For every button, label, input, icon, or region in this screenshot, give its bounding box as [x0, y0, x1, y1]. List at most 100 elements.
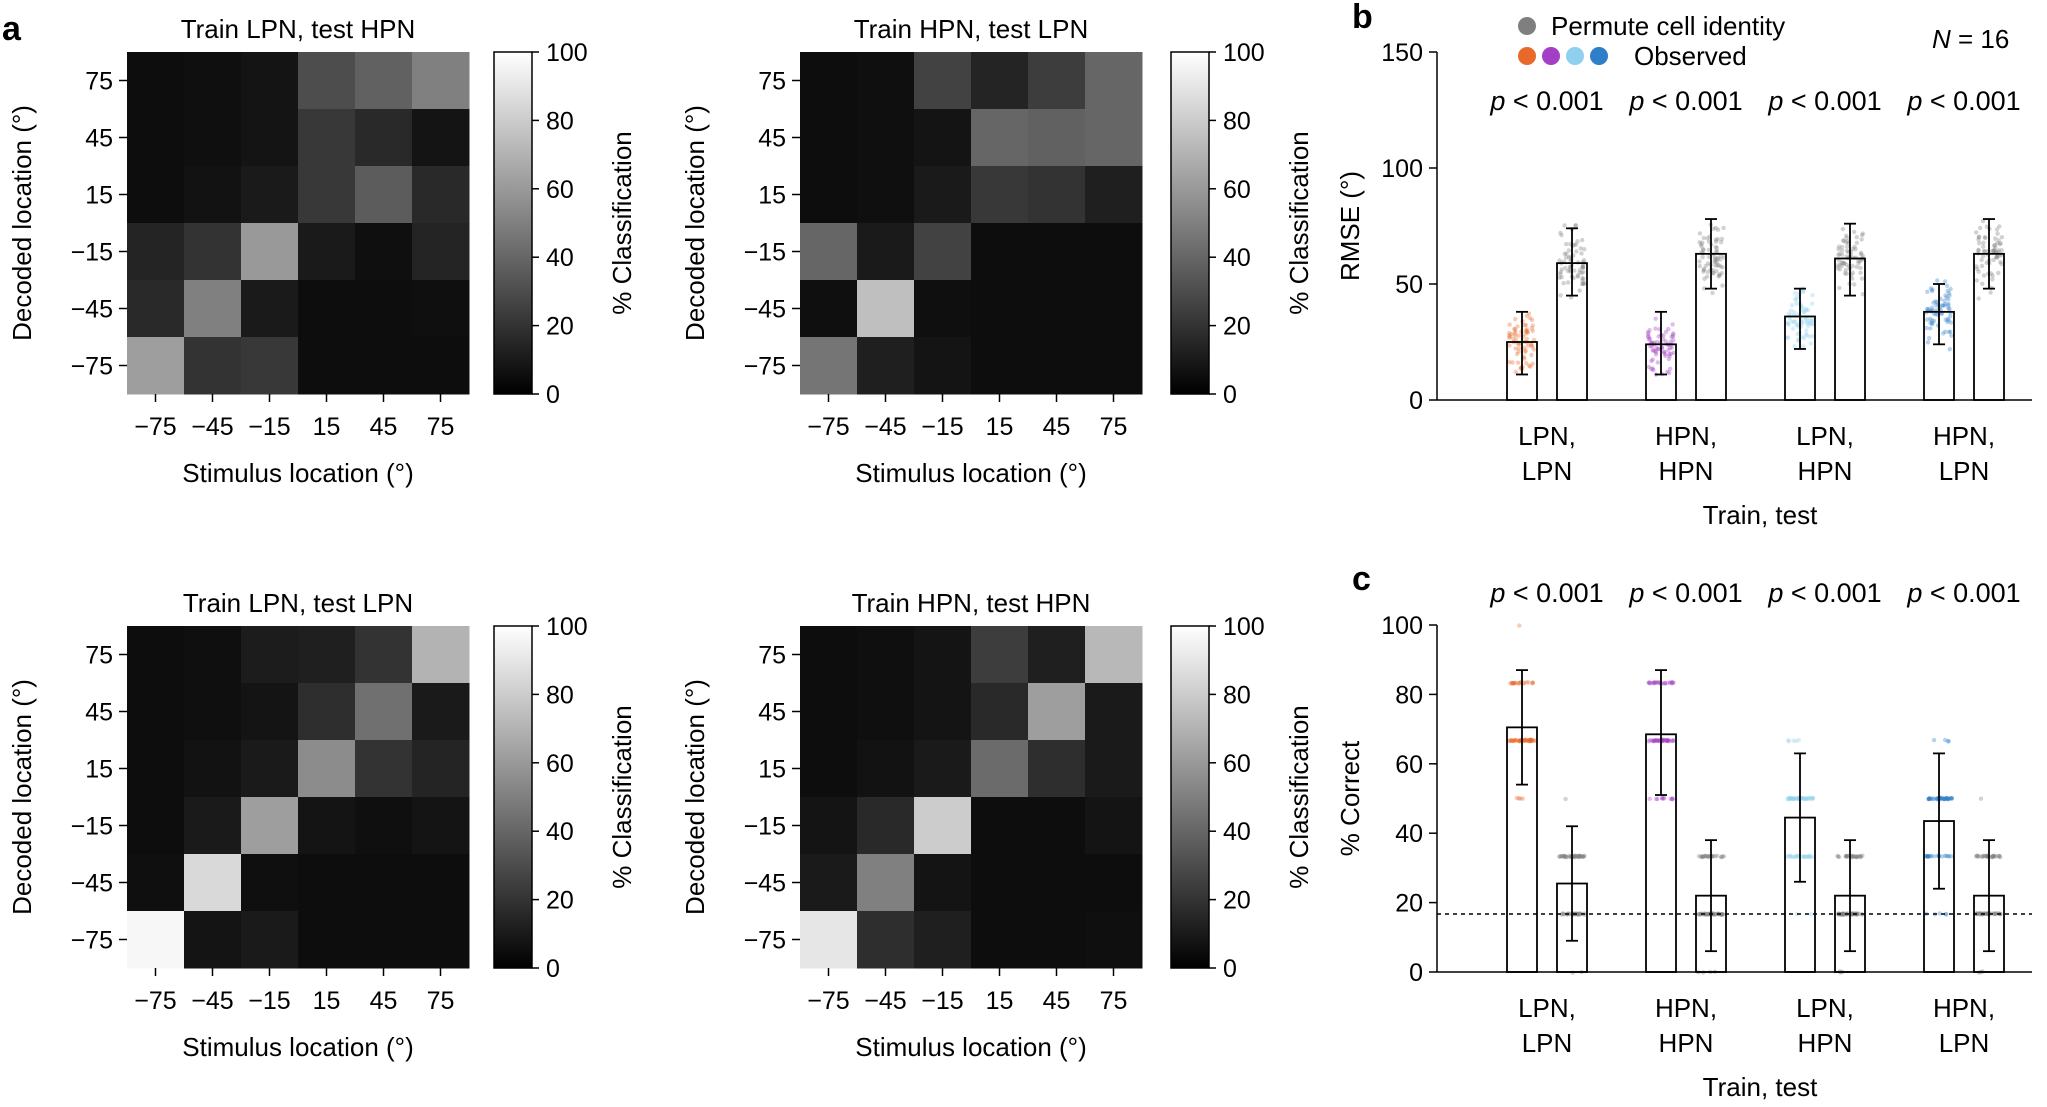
data-point [1649, 358, 1654, 364]
data-point [1650, 357, 1655, 362]
data-point [1982, 249, 1987, 254]
data-point [1992, 247, 1997, 253]
data-point [1580, 854, 1585, 859]
data-point [1855, 854, 1860, 859]
data-point [1713, 255, 1718, 260]
data-point [1841, 261, 1847, 266]
data-point [1712, 912, 1717, 917]
data-point [1510, 681, 1515, 686]
data-point [1663, 339, 1668, 344]
data-point [1516, 681, 1522, 686]
data-point [1662, 737, 1667, 743]
data-point [1669, 334, 1674, 339]
colorbar-tick-label: 60 [1223, 176, 1251, 204]
data-point [1668, 351, 1674, 356]
data-point [1802, 854, 1807, 859]
data-point [1661, 333, 1666, 338]
heatmap-cell [1085, 854, 1143, 912]
data-point [1976, 234, 1982, 239]
data-point [1513, 369, 1519, 375]
data-point [1983, 854, 1988, 859]
data-point [1994, 227, 2000, 232]
data-point [1845, 854, 1850, 859]
data-point [1514, 337, 1519, 342]
data-point [1575, 274, 1581, 279]
data-point [1696, 854, 1702, 859]
data-point [1999, 235, 2005, 240]
data-point [1923, 853, 1929, 859]
data-point [1714, 249, 1720, 254]
data-point [1795, 295, 1800, 300]
data-point [1711, 226, 1716, 231]
y-tick-label: −45 [71, 296, 113, 324]
heatmap-cell [355, 854, 413, 912]
data-point [1974, 853, 1979, 859]
y-tick-label: −15 [744, 239, 786, 267]
data-point [1839, 911, 1844, 917]
data-point [1784, 320, 1790, 326]
data-point [1787, 316, 1793, 322]
data-point [1699, 244, 1704, 249]
x-tick-label: −75 [807, 987, 849, 1015]
data-point [1840, 912, 1846, 917]
data-point [1661, 795, 1667, 801]
data-point [1651, 739, 1656, 744]
data-point [1786, 322, 1792, 327]
x-axis-label: Train, test [1703, 1072, 1818, 1102]
data-point [1996, 270, 2001, 276]
data-point [1564, 854, 1569, 860]
colorbar-tick-label: 60 [1223, 750, 1251, 778]
data-point [1524, 328, 1530, 333]
data-point [1575, 273, 1580, 278]
data-point [1563, 265, 1568, 271]
data-point [1835, 266, 1841, 271]
data-point [1701, 854, 1706, 860]
data-point [1530, 361, 1535, 366]
x-axis-label: Stimulus location (°) [182, 1032, 413, 1062]
heatmap-cell [914, 52, 972, 110]
data-point [1577, 270, 1582, 275]
data-point [1842, 260, 1847, 266]
data-point [1512, 680, 1517, 686]
data-point [1573, 242, 1579, 247]
data-point [1850, 853, 1855, 859]
data-point [1793, 298, 1799, 303]
data-point [1669, 681, 1675, 686]
data-point [1530, 344, 1535, 349]
data-point [1668, 680, 1673, 685]
data-point [1564, 251, 1569, 257]
data-point [1646, 331, 1651, 336]
data-point [1701, 269, 1706, 274]
data-point [1925, 289, 1930, 294]
legend-observed-marker [1566, 47, 1584, 65]
data-point [1854, 911, 1860, 917]
data-point [1931, 854, 1937, 859]
data-point [1857, 911, 1862, 916]
data-point [1524, 737, 1530, 743]
data-point [1995, 241, 2000, 246]
data-point [1802, 796, 1808, 801]
data-point [1517, 623, 1522, 628]
data-point [1858, 854, 1863, 859]
data-point [1720, 912, 1725, 917]
data-point [1793, 296, 1798, 301]
data-point [1944, 796, 1950, 801]
data-point [1650, 348, 1655, 353]
data-point [1924, 854, 1930, 859]
data-point [1653, 738, 1658, 743]
data-point [1998, 259, 2003, 265]
data-point [1926, 796, 1932, 802]
y-tick-label: 45 [85, 125, 113, 153]
data-point [1793, 291, 1798, 296]
data-point [1523, 328, 1529, 333]
heatmap-cell [914, 740, 972, 798]
data-point [1663, 329, 1669, 335]
x-axis-label: Stimulus location (°) [855, 1032, 1086, 1062]
data-point [1982, 235, 1988, 240]
data-point [1527, 738, 1532, 743]
data-point [1705, 261, 1711, 266]
data-point [1976, 296, 1981, 301]
data-point [1786, 739, 1791, 744]
data-point [1804, 320, 1809, 326]
data-point [1525, 343, 1531, 348]
